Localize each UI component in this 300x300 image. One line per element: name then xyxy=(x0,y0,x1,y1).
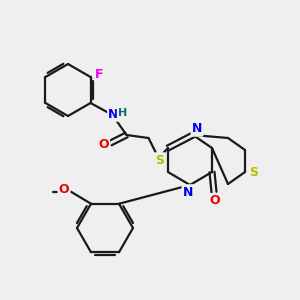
Text: N: N xyxy=(183,185,193,199)
Text: N: N xyxy=(192,122,202,136)
Text: S: S xyxy=(155,154,164,166)
Text: O: O xyxy=(98,137,109,151)
Text: F: F xyxy=(95,68,104,80)
Text: H: H xyxy=(118,108,127,118)
Text: S: S xyxy=(250,166,259,178)
Text: N: N xyxy=(108,107,119,121)
Text: O: O xyxy=(210,194,220,208)
Text: O: O xyxy=(59,183,69,196)
